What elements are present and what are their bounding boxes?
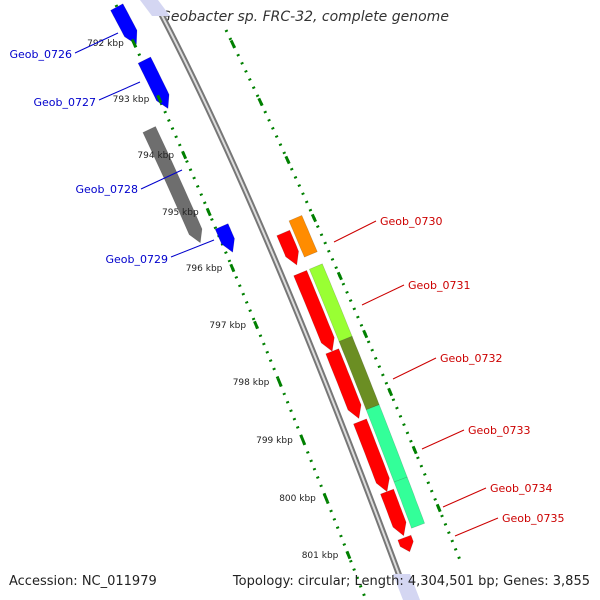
gene-label-geob_0728: Geob_0728 bbox=[76, 183, 139, 196]
gene-arrow-geob_0735 bbox=[397, 534, 414, 553]
kbp-tick-label: 800 kbp bbox=[279, 494, 316, 504]
outer-ring-tick bbox=[257, 97, 264, 107]
leader-line bbox=[361, 284, 405, 306]
kbp-tick-label: 798 kbp bbox=[233, 378, 270, 388]
cog-category-box bbox=[288, 215, 318, 258]
outer-dotted-ring bbox=[224, 29, 462, 561]
gene-arrow-geob_0727 bbox=[137, 56, 170, 110]
leader-line bbox=[98, 81, 141, 101]
kbp-tick-label: 796 kbp bbox=[186, 264, 223, 274]
kbp-tick-mark bbox=[156, 94, 163, 104]
gene-label-geob_0727: Geob_0727 bbox=[34, 96, 97, 109]
outer-ring-tick bbox=[284, 155, 291, 165]
kbp-tick-label: 793 kbp bbox=[113, 95, 150, 105]
kbp-tick-label: 795 kbp bbox=[162, 208, 199, 218]
gene-arrow-geob_0732 bbox=[325, 348, 362, 420]
outer-ring-tick bbox=[229, 39, 236, 49]
gene-arrow-geob_0734 bbox=[380, 488, 407, 537]
kbp-tick-mark bbox=[181, 150, 188, 160]
gene-arrow-geob_0726 bbox=[110, 3, 138, 45]
outer-ring-tick bbox=[310, 213, 317, 223]
kbp-tick-mark bbox=[130, 38, 137, 48]
gene-label-geob_0734: Geob_0734 bbox=[490, 482, 553, 495]
leader-line bbox=[421, 429, 465, 450]
kbp-tick-label: 797 kbp bbox=[209, 321, 246, 331]
genome-stats-label: Topology: circular; Length: 4,304,501 bp… bbox=[232, 574, 590, 589]
kbp-tick-label: 794 kbp bbox=[137, 151, 174, 161]
outer-ring-tick bbox=[336, 271, 343, 281]
gene-arrow-geob_0729 bbox=[214, 223, 235, 253]
leader-line bbox=[74, 32, 119, 54]
gene-arrow-geob_0733 bbox=[353, 418, 390, 493]
outer-ring-tick bbox=[411, 445, 418, 455]
leader-line bbox=[140, 169, 183, 190]
kbp-tick-mark bbox=[229, 263, 236, 273]
gene-label-geob_0729: Geob_0729 bbox=[106, 253, 169, 266]
kbp-tick-label: 801 kbp bbox=[302, 551, 339, 561]
kbp-tick-mark bbox=[205, 207, 212, 217]
outer-ring-tick bbox=[362, 329, 369, 339]
kbp-tick-mark bbox=[276, 377, 283, 387]
leader-line bbox=[170, 239, 215, 258]
next-gene-slice bbox=[393, 574, 420, 600]
leader-line bbox=[392, 357, 437, 380]
gene-label-geob_0730: Geob_0730 bbox=[380, 215, 443, 228]
gene-label-geob_0731: Geob_0731 bbox=[408, 279, 471, 292]
outer-ring-tick bbox=[387, 387, 394, 397]
kbp-tick-label: 792 kbp bbox=[87, 39, 124, 49]
cog-category-box bbox=[393, 476, 425, 529]
kbp-tick-mark bbox=[253, 320, 259, 330]
leader-line bbox=[333, 220, 377, 243]
gene-label-geob_0726: Geob_0726 bbox=[10, 48, 73, 61]
gene-label-geob_0735: Geob_0735 bbox=[502, 512, 565, 525]
kbp-tick-mark bbox=[323, 493, 329, 503]
leader-line bbox=[454, 517, 499, 537]
gene-arrow-geob_0731 bbox=[293, 270, 335, 352]
kbp-tick-mark bbox=[299, 435, 306, 445]
kbp-tick-mark bbox=[345, 550, 352, 560]
gene-label-geob_0733: Geob_0733 bbox=[468, 424, 531, 437]
outer-ring-tick bbox=[435, 503, 442, 513]
previous-gene-slice bbox=[140, 0, 170, 16]
kbp-tick-label: 799 kbp bbox=[256, 436, 293, 446]
leader-line bbox=[442, 487, 487, 508]
map-title: Geobacter sp. FRC-32, complete genome bbox=[160, 9, 449, 25]
gene-arrow-geob_0728 bbox=[142, 126, 203, 244]
gene-label-geob_0732: Geob_0732 bbox=[440, 352, 503, 365]
gene-arrow-geob_0730 bbox=[276, 229, 299, 266]
accession-label: Accession: NC_011979 bbox=[9, 574, 157, 589]
